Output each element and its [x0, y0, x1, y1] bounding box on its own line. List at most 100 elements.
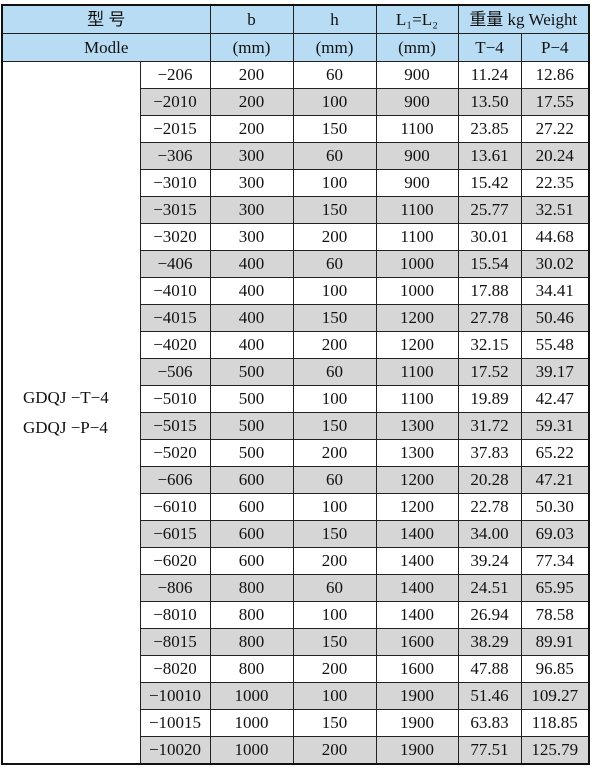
- cell-h: 100: [292, 493, 377, 521]
- cell-t4: 27.78: [457, 304, 522, 332]
- cell-p4: 55.48: [520, 331, 590, 359]
- cell-h: 60: [292, 466, 377, 494]
- cell-suffix: −606: [139, 466, 211, 494]
- cell-h: 200: [292, 736, 377, 765]
- cell-suffix: −2010: [139, 88, 211, 116]
- header-weight: 重量 kg Weight: [457, 4, 590, 34]
- cell-suffix: −506: [139, 358, 211, 386]
- cell-h: 150: [292, 628, 377, 656]
- cell-p4: 17.55: [520, 88, 590, 116]
- cell-t4: 24.51: [457, 574, 522, 602]
- cell-p4: 65.95: [520, 574, 590, 602]
- cell-p4: 125.79: [520, 736, 590, 765]
- cell-t4: 39.24: [457, 547, 522, 575]
- header-b: b: [209, 4, 294, 34]
- table-row: −3015 300 150 1100 25.77 32.51: [2, 196, 590, 224]
- cell-b: 400: [209, 331, 294, 359]
- cell-b: 500: [209, 358, 294, 386]
- cell-h: 150: [292, 196, 377, 224]
- cell-b: 400: [209, 304, 294, 332]
- cell-t4: 19.89: [457, 385, 522, 413]
- cell-p4: 42.47: [520, 385, 590, 413]
- cell-b: 1000: [209, 682, 294, 710]
- table-row: −10010 1000 100 1900 51.46 109.27: [2, 682, 590, 710]
- header-b-unit: (mm): [209, 33, 294, 62]
- cell-b: 1000: [209, 736, 294, 765]
- table-row: −5015 500 150 1300 31.72 59.31: [2, 412, 590, 440]
- cell-b: 600: [209, 493, 294, 521]
- cell-h: 150: [292, 304, 377, 332]
- cell-h: 200: [292, 439, 377, 467]
- cell-t4: 15.54: [457, 250, 522, 278]
- table-row: −6015 600 150 1400 34.00 69.03: [2, 520, 590, 548]
- cell-suffix: −4015: [139, 304, 211, 332]
- cell-l: 900: [375, 169, 459, 197]
- table-row: −506 500 60 1100 17.52 39.17: [2, 358, 590, 386]
- cell-l: 1000: [375, 277, 459, 305]
- cell-suffix: −5020: [139, 439, 211, 467]
- model-name: GDQJ −T−4: [23, 387, 109, 407]
- cell-b: 600: [209, 466, 294, 494]
- cell-t4: 37.83: [457, 439, 522, 467]
- cell-h: 200: [292, 547, 377, 575]
- cell-t4: 20.28: [457, 466, 522, 494]
- cell-p4: 89.91: [520, 628, 590, 656]
- cell-t4: 31.72: [457, 412, 522, 440]
- cell-suffix: −6010: [139, 493, 211, 521]
- table-row: −2010 200 100 900 13.50 17.55: [2, 88, 590, 116]
- cell-t4: 11.24: [457, 61, 522, 89]
- cell-t4: 34.00: [457, 520, 522, 548]
- cell-p4: 30.02: [520, 250, 590, 278]
- cell-b: 500: [209, 412, 294, 440]
- cell-p4: 47.21: [520, 466, 590, 494]
- cell-suffix: −5010: [139, 385, 211, 413]
- table-row: −6010 600 100 1200 22.78 50.30: [2, 493, 590, 521]
- cell-p4: 69.03: [520, 520, 590, 548]
- table-row: −606 600 60 1200 20.28 47.21: [2, 466, 590, 494]
- cell-suffix: −3020: [139, 223, 211, 251]
- cell-suffix: −406: [139, 250, 211, 278]
- table-row: −806 800 60 1400 24.51 65.95: [2, 574, 590, 602]
- cell-l: 1600: [375, 655, 459, 683]
- cell-suffix: −206: [139, 61, 211, 89]
- cell-t4: 77.51: [457, 736, 522, 765]
- cell-l: 1600: [375, 628, 459, 656]
- cell-l: 1200: [375, 466, 459, 494]
- cell-l: 1400: [375, 574, 459, 602]
- table-row: −4010 400 100 1000 17.88 34.41: [2, 277, 590, 305]
- cell-t4: 15.42: [457, 169, 522, 197]
- cell-h: 200: [292, 223, 377, 251]
- cell-l: 1400: [375, 520, 459, 548]
- header-l-unit: (mm): [375, 33, 459, 62]
- cell-t4: 13.61: [457, 142, 522, 170]
- cell-b: 600: [209, 547, 294, 575]
- header-l: L₁=L₂: [375, 4, 459, 34]
- cell-t4: 32.15: [457, 331, 522, 359]
- cell-p4: 109.27: [520, 682, 590, 710]
- cell-suffix: −3010: [139, 169, 211, 197]
- cell-h: 60: [292, 142, 377, 170]
- cell-b: 800: [209, 601, 294, 629]
- cell-suffix: −4020: [139, 331, 211, 359]
- cell-suffix: −8015: [139, 628, 211, 656]
- header-h: h: [292, 4, 377, 34]
- cell-p4: 96.85: [520, 655, 590, 683]
- cell-t4: 63.83: [457, 709, 522, 737]
- cell-l: 1000: [375, 250, 459, 278]
- cell-l: 1200: [375, 304, 459, 332]
- table-body: GDQJ −T−4 GDQJ −P−4 −206 200 60 900 11.24 12.86…: [1, 61, 590, 765]
- cell-suffix: −806: [139, 574, 211, 602]
- cell-suffix: −10010: [139, 682, 211, 710]
- cell-b: 200: [209, 115, 294, 143]
- cell-h: 150: [292, 520, 377, 548]
- cell-p4: 22.35: [520, 169, 590, 197]
- cell-t4: 26.94: [457, 601, 522, 629]
- header-t4: T−4: [457, 33, 522, 62]
- cell-b: 300: [209, 142, 294, 170]
- cell-l: 1900: [375, 736, 459, 765]
- cell-h: 100: [292, 169, 377, 197]
- cell-suffix: −8020: [139, 655, 211, 683]
- cell-b: 800: [209, 655, 294, 683]
- cell-l: 1100: [375, 115, 459, 143]
- cell-h: 60: [292, 574, 377, 602]
